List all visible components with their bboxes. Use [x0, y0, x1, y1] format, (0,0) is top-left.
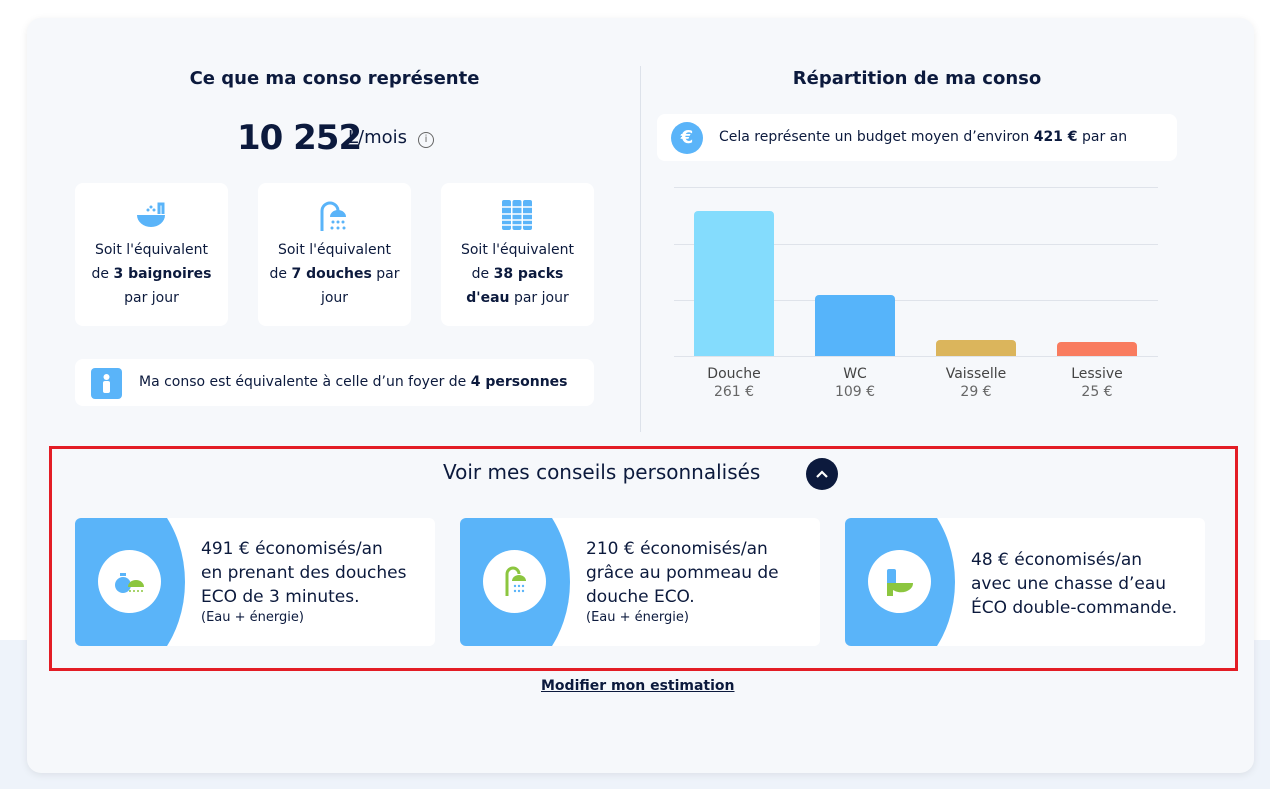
bar-label: WC 109 €	[795, 365, 915, 401]
baseline	[674, 356, 1158, 357]
equivalent-card-packs: Soit l'équivalent de 38 packs d'eau par …	[441, 183, 594, 326]
equivalent-line: de 38 packs	[471, 266, 564, 282]
left-title: Ce que ma conso représente	[189, 68, 480, 89]
bar-label: Lessive 25 €	[1037, 365, 1157, 401]
tip-card: 48 € économisés/an avec une chasse d’eau É…	[845, 518, 1205, 646]
equivalent-line: Soit l'équivalent	[94, 242, 208, 258]
equivalent-line: d'eau par jour	[466, 290, 569, 306]
toilet-icon	[868, 550, 931, 613]
category-label: Douche	[707, 366, 761, 382]
equivalent-line: de 3 baignoires	[91, 266, 212, 282]
collapse-toggle[interactable]	[806, 458, 838, 490]
tip-card: 491 € économisés/an en prenant des douche…	[75, 518, 435, 646]
household-equivalent: Ma conso est équivalente à celle d’un fo…	[75, 359, 594, 406]
tip-line: 210 € économisés/an	[586, 539, 768, 559]
value-label: 29 €	[960, 384, 992, 400]
equivalent-line: jour	[320, 290, 349, 306]
euro-icon: €	[671, 122, 703, 154]
value-label: 261 €	[713, 384, 755, 400]
divider	[640, 66, 641, 432]
bathtub-icon	[137, 202, 165, 227]
bar-label: Vaisselle 29 €	[916, 365, 1036, 401]
bar-wc	[815, 295, 895, 356]
equivalent-line: par jour	[124, 290, 179, 306]
tip-note: (Eau + énergie)	[201, 610, 304, 625]
stopwatch-shower-icon	[98, 550, 161, 613]
tip-line: douche ECO.	[586, 587, 695, 607]
tip-card: 210 € économisés/an grâce au pommeau de do…	[460, 518, 820, 646]
bar-vaisselle	[936, 339, 1016, 356]
monthly-consumption-value: 10 252	[237, 118, 362, 158]
category-label: Lessive	[1071, 366, 1123, 382]
gridline	[674, 300, 1158, 301]
tip-line: ÉCO double-commande.	[971, 598, 1178, 618]
tip-line: 48 € économisés/an	[971, 550, 1143, 570]
advice-title[interactable]: Voir mes conseils personnalisés	[443, 460, 761, 484]
equivalent-line: de 7 douches par	[269, 266, 400, 282]
equivalent-line: Soit l'équivalent	[277, 242, 391, 258]
category-label: WC	[843, 366, 867, 382]
tip-line: grâce au pommeau de	[586, 563, 779, 583]
tip-line: avec une chasse d’eau	[971, 574, 1167, 594]
info-icon[interactable]: i	[418, 132, 434, 148]
category-label: Vaisselle	[945, 366, 1007, 382]
equivalent-line: Soit l'équivalent	[460, 242, 574, 258]
modify-estimate-link[interactable]: Modifier mon estimation	[541, 678, 735, 694]
advice-section-highlight	[49, 446, 1238, 671]
value-label: 109 €	[834, 384, 876, 400]
shower-head-icon	[483, 550, 546, 613]
water-packs-icon	[501, 200, 533, 230]
right-title: Répartition de ma conso	[792, 68, 1042, 89]
bar-douche	[694, 211, 774, 356]
budget-banner: € Cela représente un budget moyen d’envi…	[657, 114, 1177, 161]
value-label: 25 €	[1081, 384, 1113, 400]
tip-note: (Eau + énergie)	[586, 610, 689, 625]
person-icon	[91, 368, 122, 399]
budget-text: Cela représente un budget moyen d’enviro…	[719, 129, 1128, 145]
equivalent-card-bathtubs: Soit l'équivalent de 3 baignoires par jo…	[75, 183, 228, 326]
bar-label: Douche 261 €	[674, 365, 794, 401]
household-text: Ma conso est équivalente à celle d’un fo…	[139, 374, 568, 390]
consumption-unit: L/mois	[348, 127, 408, 148]
gridline	[674, 244, 1158, 245]
chevron-up-icon	[816, 470, 828, 478]
tip-line: 491 € économisés/an	[201, 539, 383, 559]
tip-line: ECO de 3 minutes.	[201, 587, 360, 607]
equivalent-card-showers: Soit l'équivalent de 7 douches par jour	[258, 183, 411, 326]
shower-icon	[320, 201, 346, 231]
gridline	[674, 187, 1158, 188]
bar-lessive	[1057, 342, 1137, 356]
tip-line: en prenant des douches	[201, 563, 407, 583]
